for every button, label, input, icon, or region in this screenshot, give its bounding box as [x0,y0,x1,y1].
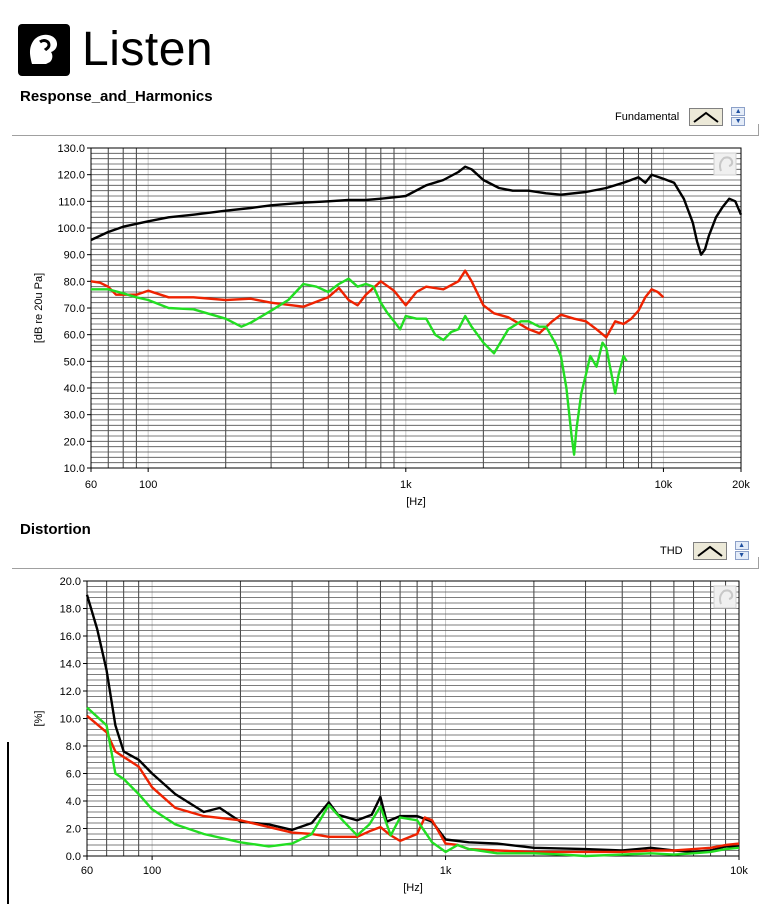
distortion-legend: THD ▲ ▼ [660,541,749,561]
response-plot-spinner[interactable]: ▲ ▼ [731,107,746,127]
y-tick-label: 30.0 [64,410,85,422]
line-shape-icon [697,545,723,557]
y-tick-label: 130.0 [57,143,85,155]
y-tick-label: 20.0 [64,436,85,448]
x-tick-label: 20k [732,479,750,491]
line-shape-icon [693,111,719,123]
y-tick-label: 2.0 [66,824,81,836]
response-legend: Fundamental ▲ ▼ [615,107,746,127]
y-tick-label: 10.0 [60,714,81,726]
spin-up-icon[interactable]: ▲ [731,107,746,116]
x-tick-label: 10k [655,479,673,491]
spin-down-icon[interactable]: ▼ [731,117,746,126]
response-separator-edge [758,124,759,136]
y-tick-label: 120.0 [57,170,85,182]
y-tick-label: 40.0 [64,383,85,395]
y-tick-label: 8.0 [66,741,81,753]
y-tick-label: 10.0 [64,463,85,475]
side-border [7,742,9,904]
distortion-separator-edge [758,557,759,569]
plot-area: 20.0 18.0 16.0 14.0 12.0 10.0 8.0 6.0 4.0 2.0 0.06… [33,576,748,894]
y-tick-label: 6.0 [66,769,81,781]
y-tick-label: 70.0 [64,303,85,315]
response-chart-title: Response_and_Harmonics [20,88,213,105]
x-tick-label: 1k [440,865,452,877]
response-separator [12,135,759,136]
distortion-legend-label: THD [660,545,683,557]
distortion-plot-spinner[interactable]: ▲ ▼ [734,541,749,561]
y-tick-label: 12.0 [60,686,81,698]
line-style-picker[interactable] [692,542,727,560]
x-tick-label: 60 [85,479,97,491]
line-style-picker[interactable] [689,108,724,126]
y-tick-label: 20.0 [60,576,81,588]
series-line-3 [86,706,740,858]
distortion-separator [12,568,759,569]
spin-down-icon[interactable]: ▼ [734,551,749,560]
plot-logo-icon [713,585,737,609]
x-tick-label: 10k [730,865,748,877]
y-tick-label: 50.0 [64,356,85,368]
y-tick-label: 18.0 [60,604,81,616]
y-tick-label: 14.0 [60,659,81,671]
distortion-chart-title: Distortion [20,521,91,538]
x-axis-label: [Hz] [406,496,426,508]
response-legend-label: Fundamental [615,111,680,123]
y-tick-label: 16.0 [60,631,81,643]
series-line-1 [85,594,739,854]
y-tick-label: 0.0 [66,851,81,863]
plot-logo-icon [713,152,737,176]
y-tick-label: 60.0 [64,330,85,342]
y-tick-label: 100.0 [57,223,85,235]
brand-name: Listen [82,23,214,76]
x-tick-label: 60 [81,865,93,877]
x-axis-label: [Hz] [403,882,423,894]
y-axis-label: [dB re 20u Pa] [33,273,45,343]
y-axis-label: [%] [33,711,45,727]
series-line-1 [90,165,743,256]
listen-logo: Listen [18,20,213,80]
spin-up-icon[interactable]: ▲ [734,541,749,550]
series-line-2 [86,714,740,854]
x-tick-label: 100 [143,865,161,877]
series-line-3 [91,277,628,456]
series-line-2 [90,269,665,339]
y-tick-label: 90.0 [64,250,85,262]
x-tick-label: 100 [139,479,157,491]
y-tick-label: 4.0 [66,796,81,808]
y-tick-label: 80.0 [64,276,85,288]
listen-logo-icon [18,24,70,76]
y-tick-label: 110.0 [58,196,85,208]
x-tick-label: 1k [400,479,412,491]
plot-area: 130.0 120.0 110.0 100.0 90.0 80.0 70.0 60.0 50.0… [33,143,750,508]
response-chart: 130.0 120.0 110.0 100.0 90.0 80.0 70.0 60.0 50.0… [33,143,750,508]
